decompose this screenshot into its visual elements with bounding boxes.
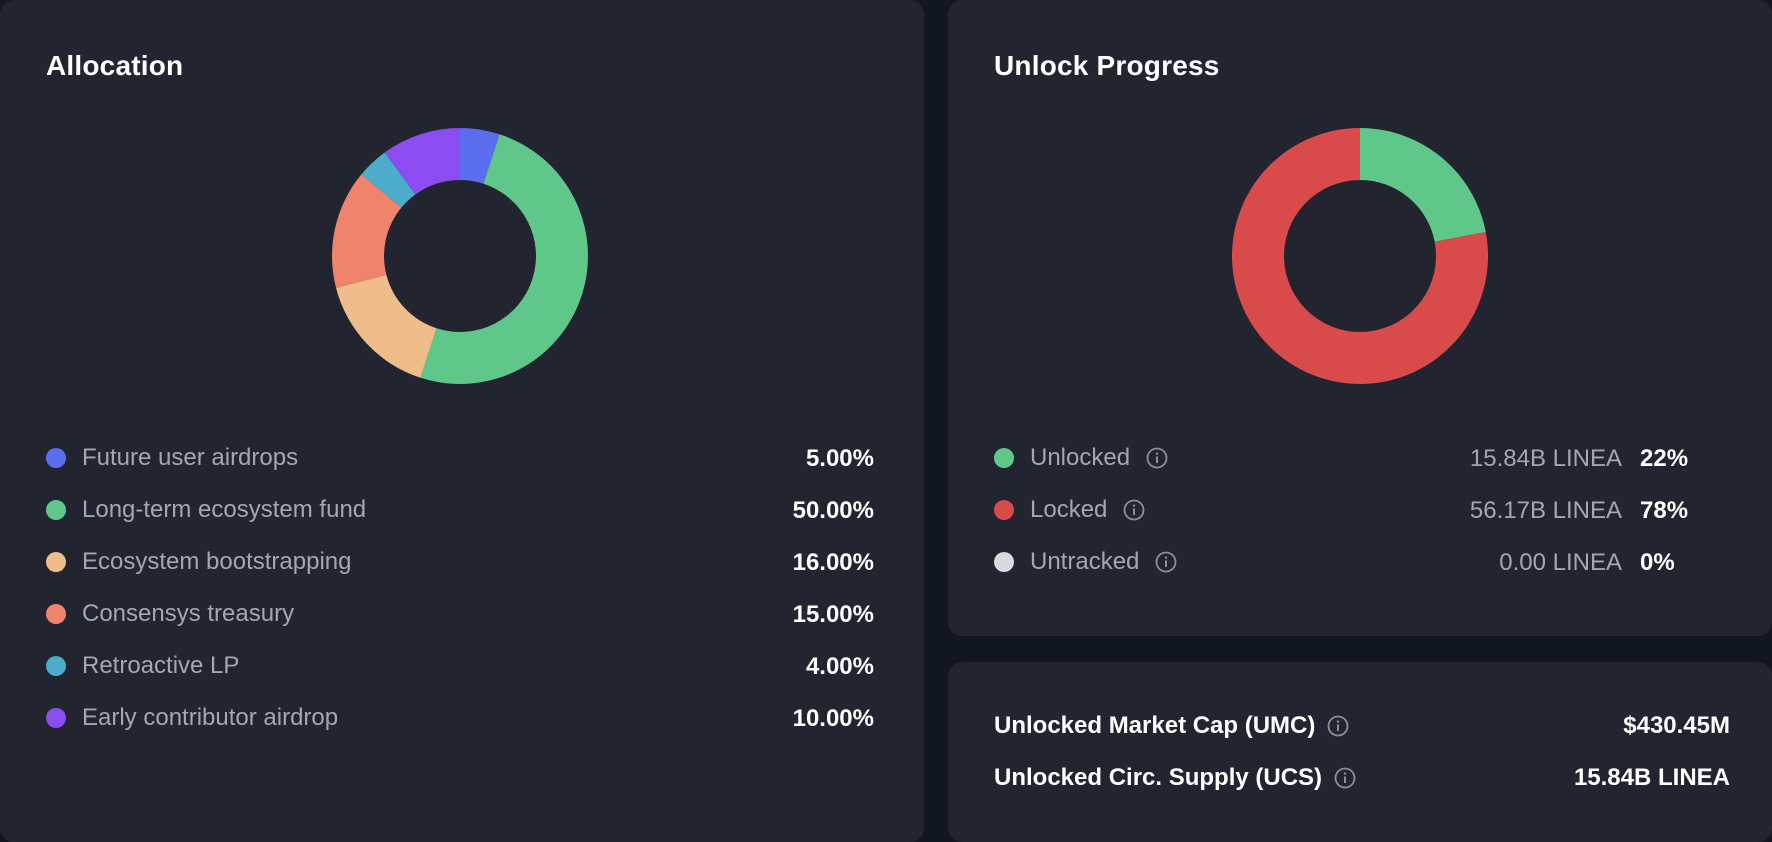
allocation-slice-2[interactable]: [336, 274, 437, 378]
umc-value: $430.45M: [1623, 712, 1730, 739]
allocation-slice-5[interactable]: [384, 128, 460, 195]
allocation-item-percent: 16.00%: [792, 549, 874, 576]
ucs-row: Unlocked Circ. Supply (UCS) 15.84B LINEA: [994, 758, 1730, 798]
unlock-item-amount: 0.00 LINEA: [1499, 549, 1622, 576]
unlock-progress-card: Unlock Progress Unlocked 15.84B LINEA 22…: [948, 0, 1772, 636]
allocation-legend-item: Ecosystem bootstrapping: [46, 542, 351, 582]
ucs-label: Unlocked Circ. Supply (UCS): [994, 764, 1323, 791]
allocation-item-percent: 10.00%: [792, 705, 874, 732]
ucs-value: 15.84B LINEA: [1573, 764, 1730, 791]
legend-dot: [46, 552, 66, 572]
allocation-item-label: Future user airdrops: [82, 444, 299, 471]
allocation-item-label: Early contributor airdrop: [82, 704, 339, 731]
allocation-item-percent: 5.00%: [805, 445, 874, 472]
info-icon[interactable]: [1327, 715, 1349, 737]
unlocked-stats-card: Unlocked Market Cap (UMC) $430.45M Unloc…: [948, 662, 1772, 842]
info-icon[interactable]: [1155, 551, 1177, 573]
legend-dot: [46, 448, 66, 468]
allocation-item-percent: 4.00%: [805, 653, 874, 680]
legend-dot: [994, 448, 1014, 468]
unlock-item-label: Untracked: [1030, 548, 1140, 575]
unlock-item-amount: 56.17B LINEA: [1469, 497, 1622, 524]
unlock-slice-0[interactable]: [1360, 128, 1486, 242]
allocation-slice-0[interactable]: [460, 128, 500, 184]
unlock-slice-1[interactable]: [1232, 128, 1488, 384]
legend-dot: [994, 552, 1014, 572]
info-icon[interactable]: [1123, 499, 1145, 521]
umc-label: Unlocked Market Cap (UMC): [994, 712, 1316, 739]
info-icon[interactable]: [1146, 447, 1168, 469]
allocation-item-percent: 15.00%: [792, 601, 874, 628]
legend-dot: [994, 500, 1014, 520]
umc-row: Unlocked Market Cap (UMC) $430.45M: [994, 706, 1730, 746]
info-icon[interactable]: [1334, 767, 1356, 789]
allocation-legend-item: Long-term ecosystem fund: [46, 490, 366, 530]
unlock-legend-item-untracked: Untracked: [994, 542, 1177, 582]
legend-dot: [46, 656, 66, 676]
allocation-legend-item: Retroactive LP: [46, 646, 239, 686]
allocation-slice-1[interactable]: [420, 134, 588, 384]
unlock-legend-item-unlocked: Unlocked: [994, 438, 1168, 478]
unlock-item-percent: 0%: [1640, 549, 1675, 576]
allocation-item-percent: 50.00%: [792, 497, 874, 524]
unlock-donut-chart: [1232, 128, 1488, 384]
allocation-legend-item: Consensys treasury: [46, 594, 294, 634]
allocation-item-label: Ecosystem bootstrapping: [82, 548, 352, 575]
unlock-item-amount: 15.84B LINEA: [1469, 445, 1622, 472]
legend-dot: [46, 708, 66, 728]
legend-dot: [46, 500, 66, 520]
allocation-item-label: Long-term ecosystem fund: [82, 496, 367, 523]
allocation-item-label: Retroactive LP: [82, 652, 240, 679]
allocation-card: Allocation Future user airdrops 5.00% Lo…: [0, 0, 924, 842]
allocation-slice-3[interactable]: [332, 174, 402, 288]
allocation-donut-chart: [332, 128, 588, 384]
unlock-item-label: Locked: [1030, 496, 1108, 523]
allocation-legend-item: Early contributor airdrop: [46, 698, 338, 738]
unlock-progress-title: Unlock Progress: [994, 50, 1220, 81]
unlock-item-label: Unlocked: [1030, 444, 1131, 471]
allocation-slice-4[interactable]: [361, 152, 416, 208]
legend-dot: [46, 604, 66, 624]
allocation-legend-item: Future user airdrops: [46, 438, 298, 478]
allocation-title: Allocation: [46, 50, 184, 81]
unlock-item-percent: 22%: [1640, 445, 1689, 472]
allocation-item-label: Consensys treasury: [82, 600, 295, 627]
unlock-item-percent: 78%: [1640, 497, 1689, 524]
unlock-legend-item-locked: Locked: [994, 490, 1145, 530]
